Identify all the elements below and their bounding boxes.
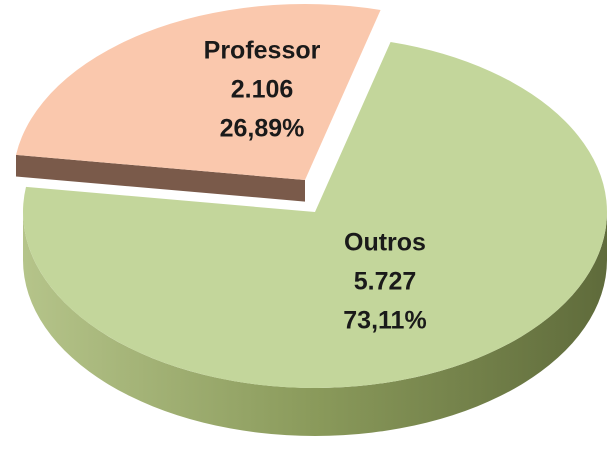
value-label: 5.727 — [354, 268, 417, 296]
slice-label: Professor — [204, 37, 321, 65]
slice-label: Outros — [344, 229, 426, 257]
slice — [15, 4, 381, 180]
slice-side — [15, 154, 305, 202]
slice — [22, 41, 607, 389]
slice-side — [23, 212, 607, 436]
percentage-label: 26,89% — [220, 115, 305, 143]
percentage-label: 73,11% — [343, 307, 426, 335]
value-label: 2.106 — [231, 76, 294, 104]
